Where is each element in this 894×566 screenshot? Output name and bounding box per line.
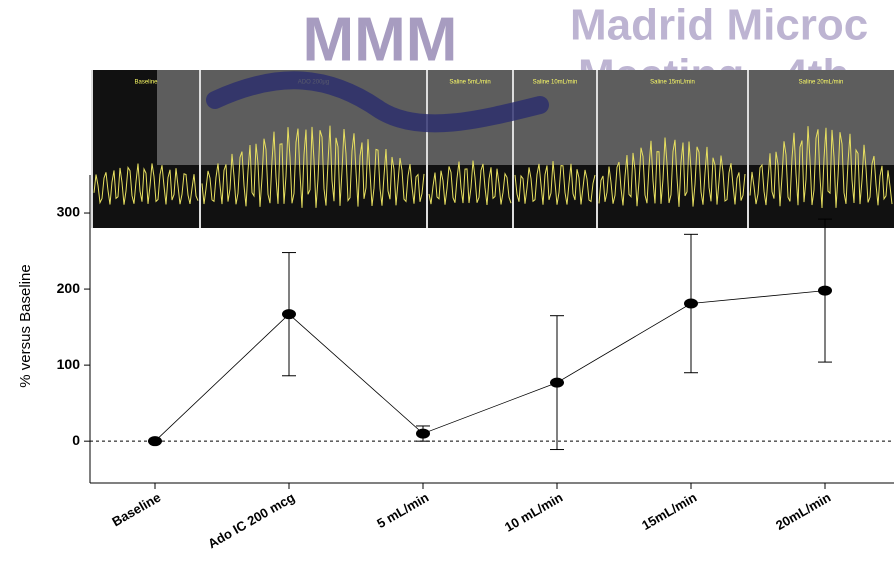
y-tick-label: 300	[57, 204, 81, 220]
point	[148, 436, 162, 446]
point	[684, 299, 698, 309]
point	[550, 378, 564, 388]
x-tick-label: 10 mL/min	[502, 490, 565, 535]
inset-panel-label: Saline 5mL/min	[449, 80, 490, 86]
x-tick-label: 20mL/min	[773, 490, 833, 533]
series-line	[155, 291, 825, 442]
inset-panel-label: Saline 15mL/min	[650, 80, 695, 86]
inset-panel-label: Saline 20mL/min	[799, 80, 844, 86]
x-tick-label: 5 mL/min	[374, 490, 431, 532]
point	[282, 309, 296, 319]
watermark-logo: MMM	[303, 5, 458, 74]
x-tick-label: 15mL/min	[639, 490, 699, 533]
inset-panel-label: Saline 10mL/min	[533, 80, 578, 86]
y-tick-label: 200	[57, 280, 81, 296]
chart: MMM Madrid Microc Meeting - 4th Baseline…	[0, 0, 894, 566]
y-axis-label: % versus Baseline	[17, 264, 34, 387]
y-tick-label: 100	[57, 356, 81, 372]
x-tick-label: Ado IC 200 mcg	[205, 490, 297, 552]
point	[416, 429, 430, 439]
watermark-text: Madrid Microc	[570, 1, 868, 50]
inset-panel-label: Baseline	[134, 80, 158, 86]
x-tick-label: Baseline	[109, 490, 163, 530]
y-tick-label: 0	[72, 432, 80, 448]
point	[818, 286, 832, 296]
